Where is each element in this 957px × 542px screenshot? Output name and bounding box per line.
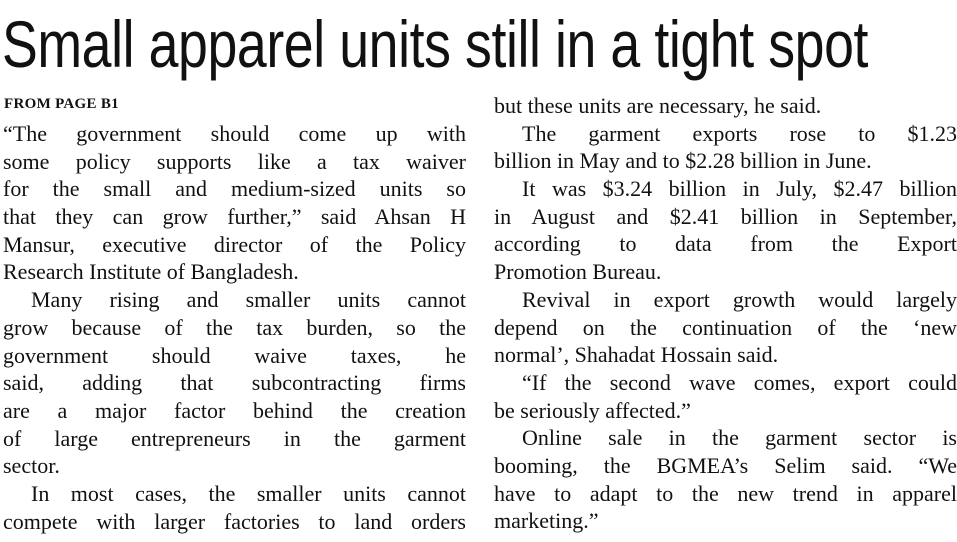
paragraph: “If the second wave comes, export could b… — [494, 369, 957, 424]
text-line: that they can grow further,” said Ahsan … — [3, 204, 466, 230]
text-line: have to adapt to the new trend in appare… — [494, 480, 957, 506]
paragraph: In most cases, the smaller units cannot c… — [3, 480, 466, 535]
text-line: be seriously affected.” — [494, 397, 691, 423]
text-line: “The government should come up with — [3, 121, 466, 146]
text-line: Research Institute of Bangladesh. — [3, 259, 299, 285]
text-line: booming, the BGMEA’s Selim said. “We — [494, 452, 957, 478]
text-line: some policy supports like a tax waiver — [3, 148, 466, 174]
paragraph: but these units are necessary, he said. — [494, 92, 957, 120]
text-line: for the small and medium-sized units so — [3, 176, 466, 202]
paragraph: The garment exports rose to $1.23 billion… — [494, 120, 957, 175]
text-line: said, adding that subcontracting firms — [3, 370, 466, 396]
text-line: The garment exports rose to $1.23 — [522, 120, 957, 146]
text-line: Many rising and smaller units cannot — [31, 287, 466, 313]
text-line: depend on the continuation of the ‘new — [494, 314, 957, 340]
text-line: in August and $2.41 billion in September… — [494, 203, 957, 229]
text-line: Mansur, executive director of the Policy — [3, 231, 466, 257]
paragraph: Online sale in the garment sector is boom… — [494, 424, 957, 535]
headline: Small apparel units still in a tight spo… — [2, 7, 868, 81]
text-line: In most cases, the smaller units cannot — [31, 480, 466, 506]
paragraph: Revival in export growth would largely de… — [494, 286, 957, 369]
text-line: Online sale in the garment sector is — [522, 425, 957, 451]
text-line: “If the second wave comes, export could — [522, 369, 957, 395]
text-line: are a major factor behind the creation — [3, 397, 466, 423]
paragraph: Many rising and smaller units cannot grow… — [3, 286, 466, 480]
text-line: It was $3.24 billion in July, $2.47 bill… — [522, 176, 957, 202]
article-column-right: but these units are necessary, he said. T… — [494, 92, 957, 535]
text-line: of large entrepreneurs in the garment — [3, 425, 466, 451]
text-line: but these units are necessary, he said. — [494, 93, 822, 118]
text-line: according to data from the Export — [494, 231, 957, 257]
text-line: grow because of the tax burden, so the — [3, 314, 466, 340]
text-line: billion in May and to $2.28 billion in J… — [494, 148, 872, 174]
continued-from-label: FROM PAGE B1 — [4, 96, 119, 112]
text-line: Promotion Bureau. — [494, 259, 662, 285]
article-column-left: “The government should come up with some … — [3, 120, 466, 535]
paragraph: It was $3.24 billion in July, $2.47 bill… — [494, 175, 957, 286]
text-line: marketing.” — [494, 508, 599, 534]
text-line: sector. — [3, 453, 60, 479]
paragraph: “The government should come up with some … — [3, 120, 466, 286]
text-line: Revival in export growth would largely — [522, 286, 957, 312]
text-line: compete with larger factories to land or… — [3, 508, 466, 534]
text-line: normal’, Shahadat Hossain said. — [494, 342, 779, 368]
text-line: government should waive taxes, he — [3, 342, 466, 368]
